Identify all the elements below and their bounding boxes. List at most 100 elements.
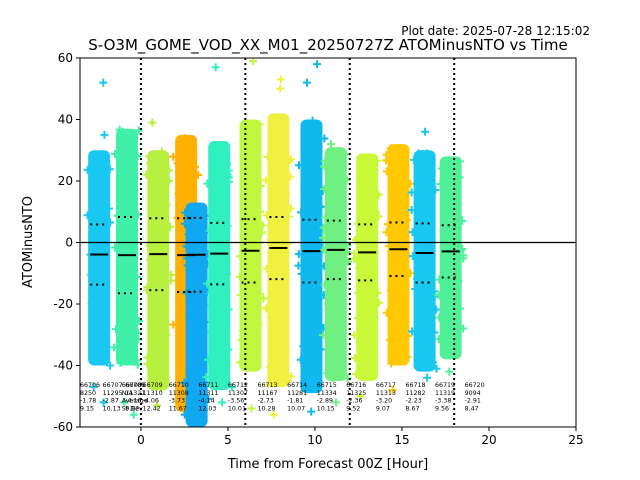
- column-stat-label: 12.42: [143, 405, 161, 412]
- data-point: [195, 283, 204, 292]
- data-point: [369, 262, 378, 271]
- data-point: [248, 216, 257, 225]
- data-point: [249, 337, 258, 346]
- data-point: [145, 152, 154, 161]
- data-point: [432, 305, 441, 314]
- data-point: [397, 346, 406, 355]
- data-point: [174, 189, 183, 198]
- data-point: [280, 214, 289, 223]
- data-point: [261, 176, 270, 185]
- column-stat-label: -3.38: [435, 398, 451, 405]
- data-point: [435, 275, 444, 284]
- data-point: [164, 166, 173, 175]
- data-point: [308, 116, 317, 125]
- data-point: [266, 363, 275, 372]
- data-point: [271, 205, 280, 214]
- column-stat-label: -3.56: [228, 398, 244, 405]
- data-point: [406, 269, 415, 278]
- data-point: [397, 274, 406, 283]
- column-stat-label: -4.06: [143, 398, 159, 405]
- data-point: [160, 299, 169, 308]
- data-point: [178, 385, 187, 394]
- data-point: [192, 216, 201, 225]
- column-stat-label: 11167: [258, 390, 278, 397]
- column-stat-label: 12.03: [198, 405, 216, 412]
- data-point: [452, 252, 461, 261]
- data-point: [435, 313, 444, 322]
- column-stat-label: St Dev: [122, 405, 143, 412]
- data-point: [134, 126, 143, 135]
- column-stat-label: 10.15: [317, 405, 335, 412]
- data-point: [353, 219, 362, 228]
- data-point: [256, 207, 265, 216]
- outlier-point: [312, 60, 321, 69]
- column-stat-label: 66706: [80, 382, 100, 389]
- data-point: [455, 213, 464, 222]
- data-point: [180, 196, 189, 205]
- data-point: [115, 298, 124, 307]
- data-point: [313, 193, 322, 202]
- data-point: [308, 266, 317, 275]
- data-point: [88, 229, 97, 238]
- data-point: [185, 315, 194, 324]
- data-point: [425, 210, 434, 219]
- y-tick-label: -20: [53, 297, 73, 311]
- data-point: [283, 376, 292, 385]
- data-point: [252, 141, 261, 150]
- outlier-point: [218, 398, 227, 407]
- column-stat-label: 11313: [376, 390, 396, 397]
- data-point: [305, 155, 314, 164]
- column-stat-label: -2.36: [346, 398, 362, 405]
- column-markers: [202, 63, 237, 407]
- data-point: [311, 145, 320, 154]
- data-point: [83, 211, 92, 220]
- data-point: [281, 344, 290, 353]
- data-point: [431, 185, 440, 194]
- data-point: [251, 193, 260, 202]
- data-point: [199, 290, 208, 299]
- data-point: [390, 175, 399, 184]
- data-point: [320, 134, 329, 143]
- column-stat-label: 10.07: [287, 405, 305, 412]
- data-point: [211, 366, 220, 375]
- y-tick-label: -60: [53, 420, 73, 434]
- data-point: [155, 260, 164, 269]
- data-point: [319, 331, 328, 340]
- column-body: [387, 144, 410, 366]
- data-point: [394, 336, 403, 345]
- data-point: [249, 303, 258, 312]
- data-point: [202, 373, 211, 382]
- data-point: [452, 316, 461, 325]
- data-point: [185, 366, 194, 375]
- data-point: [83, 165, 92, 174]
- data-point: [362, 295, 371, 304]
- column-stat-label: -1.78: [80, 398, 96, 405]
- column-stat-label: 66709: [143, 382, 163, 389]
- column-markers: [142, 118, 176, 410]
- data-point: [456, 246, 465, 255]
- data-point: [208, 198, 217, 207]
- outlier-point: [445, 367, 454, 376]
- x-tick-label: 20: [481, 433, 496, 447]
- data-point: [286, 204, 295, 213]
- data-point: [329, 349, 338, 358]
- data-point: [442, 255, 451, 264]
- data-point: [446, 271, 455, 280]
- data-point: [320, 185, 329, 194]
- outlier-point: [332, 398, 341, 407]
- data-point: [384, 242, 393, 251]
- data-point: [426, 201, 435, 210]
- data-point: [426, 178, 435, 187]
- column-stat-label: 11308: [169, 390, 189, 397]
- data-point: [277, 298, 286, 307]
- data-point: [135, 316, 144, 325]
- data-point: [224, 166, 233, 175]
- column-stat-label: 11310: [143, 390, 163, 397]
- data-point: [328, 338, 337, 347]
- outlier-point: [247, 404, 256, 413]
- column-stat-label: 8250: [80, 390, 96, 397]
- data-point: [397, 163, 406, 172]
- outlier-point: [421, 127, 430, 136]
- data-point: [403, 353, 412, 362]
- data-point: [337, 351, 346, 360]
